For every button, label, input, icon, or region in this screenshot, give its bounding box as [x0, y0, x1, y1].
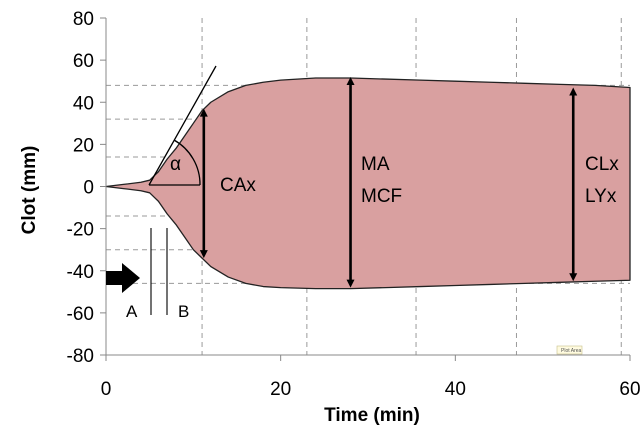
x-tick-label: 20 [270, 379, 291, 400]
b-label: B [178, 302, 189, 321]
y-tick-label: 0 [83, 178, 94, 199]
marker-head-bottom [346, 279, 355, 288]
clx-label: CLx [585, 154, 619, 175]
alpha-label: α [170, 154, 181, 175]
cax-marker [199, 108, 208, 259]
y-tick-label: -60 [67, 304, 94, 325]
axes: 80 60 40 20 0 -20 -40 -60 -80 0 20 40 60 [67, 9, 641, 400]
annotations: α CAx MA MCF CLx LYx A B Plot Area [126, 154, 619, 355]
ma-marker [346, 76, 355, 288]
clx-marker [569, 87, 578, 282]
a-label: A [126, 302, 138, 321]
marker-head-top [346, 76, 355, 85]
y-tick-label: 20 [73, 135, 94, 156]
ma-label: MA [361, 154, 390, 175]
alpha-tangent-line [148, 65, 217, 186]
marker-head-top [199, 108, 208, 117]
y-tick-label: -80 [67, 346, 94, 367]
cax-label: CAx [220, 175, 256, 196]
x-tick-label: 60 [619, 379, 640, 400]
marker-head-bottom [199, 250, 208, 259]
plot-area-badge [556, 345, 583, 355]
alpha-arc [173, 139, 201, 186]
y-tick-label: 40 [73, 93, 94, 114]
lyx-label: LYx [585, 186, 617, 207]
y-tick-label: 80 [73, 9, 94, 30]
y-tick-label: 60 [73, 51, 94, 72]
marker-head-bottom [569, 273, 578, 282]
marker-head-top [569, 87, 578, 96]
clot-area [105, 77, 631, 290]
start-arrow [106, 263, 140, 293]
y-axis-title: Clot (mm) [19, 146, 40, 235]
x-tick-label: 40 [445, 379, 466, 400]
plot-area-label: Plot Area [561, 348, 582, 354]
x-tick-label: 0 [101, 379, 112, 400]
x-axis-title: Time (min) [324, 405, 420, 426]
mcf-label: MCF [361, 186, 402, 207]
y-tick-label: -40 [67, 262, 94, 283]
clot-envelope [105, 77, 631, 290]
y-tick-label: -20 [67, 220, 94, 241]
measurement-markers [106, 65, 578, 315]
